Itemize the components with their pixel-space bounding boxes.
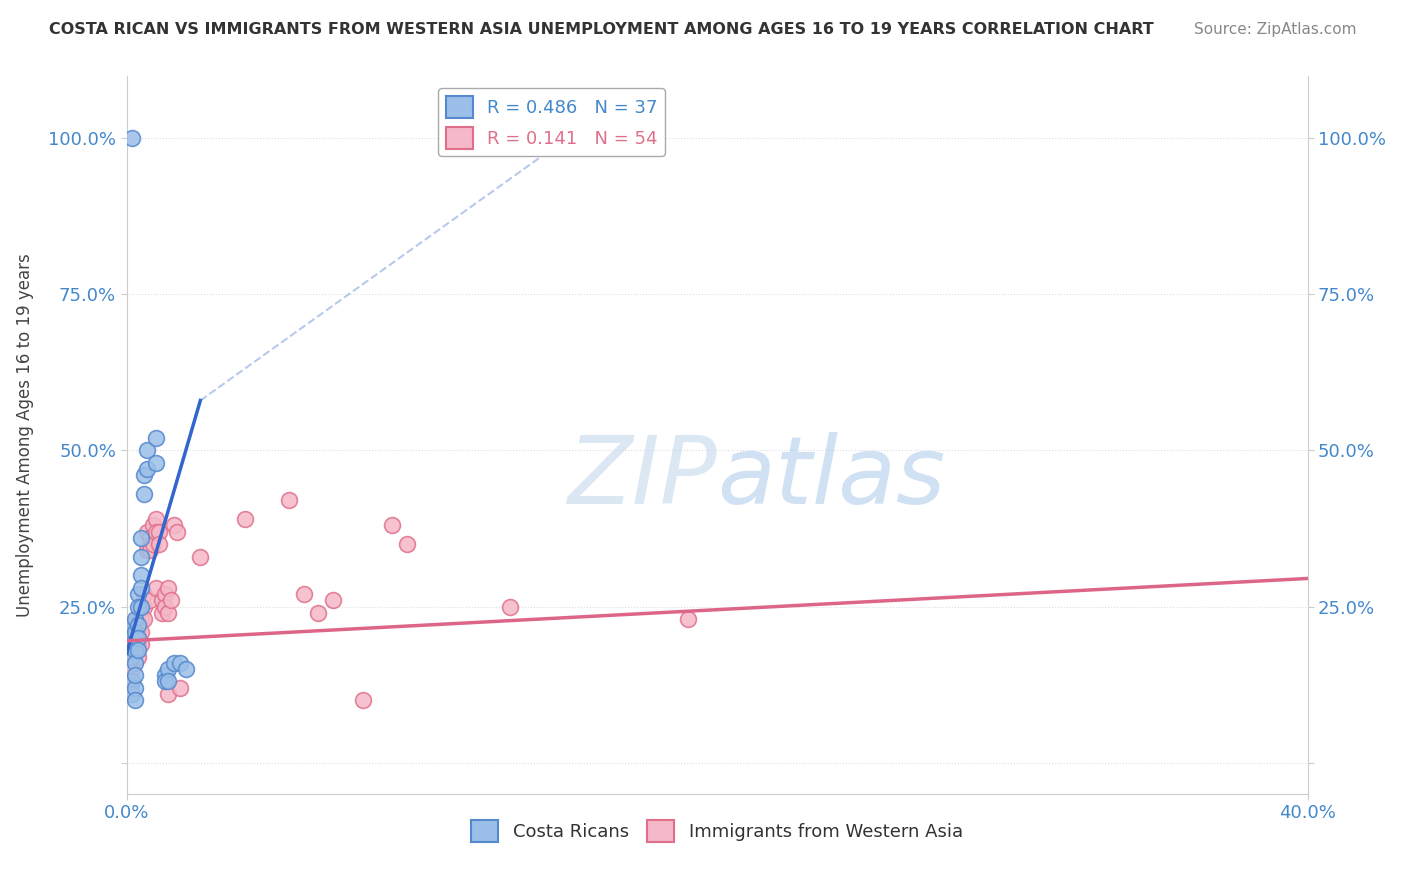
Point (148, 537, 170, 551)
Point (156, 581, 179, 595)
Point (129, 581, 153, 595)
Point (127, 637, 149, 651)
Point (121, 649, 143, 664)
Point (134, 587, 156, 601)
Point (134, 599, 156, 614)
Point (145, 581, 167, 595)
Text: ZIP: ZIP (568, 433, 717, 524)
Point (381, 518, 404, 533)
Point (129, 549, 153, 564)
Point (121, 618, 143, 632)
Point (121, 674, 143, 689)
Point (121, 674, 143, 689)
Point (124, 618, 146, 632)
Point (174, 662, 197, 676)
Point (153, 587, 176, 601)
Text: atlas: atlas (717, 433, 945, 524)
Point (127, 643, 149, 657)
Point (124, 624, 146, 639)
Point (499, 599, 522, 614)
Point (145, 512, 167, 526)
Point (145, 456, 167, 470)
Point (121, 131, 143, 145)
Point (169, 681, 191, 695)
Point (127, 631, 149, 645)
Point (160, 593, 183, 607)
Point (129, 599, 153, 614)
Point (127, 587, 149, 601)
Point (322, 593, 344, 607)
Point (142, 518, 165, 533)
Point (136, 462, 159, 476)
Y-axis label: Unemployment Among Ages 16 to 19 years: Unemployment Among Ages 16 to 19 years (17, 253, 34, 616)
Point (145, 431, 167, 445)
Point (150, 606, 173, 620)
Point (134, 468, 156, 483)
Point (121, 631, 143, 645)
Point (129, 599, 153, 614)
Point (308, 606, 330, 620)
Point (121, 618, 143, 632)
Point (145, 524, 167, 539)
Point (136, 543, 159, 558)
Point (129, 624, 153, 639)
Point (139, 543, 162, 558)
Point (134, 487, 156, 501)
Point (124, 631, 146, 645)
Point (121, 687, 143, 701)
Point (124, 643, 146, 657)
Point (153, 668, 176, 682)
Point (156, 674, 179, 689)
Point (676, 612, 699, 626)
Point (129, 612, 153, 626)
Point (124, 668, 146, 682)
Point (139, 593, 162, 607)
Text: Source: ZipAtlas.com: Source: ZipAtlas.com (1194, 22, 1357, 37)
Point (127, 618, 149, 632)
Point (124, 656, 146, 670)
Point (142, 537, 165, 551)
Point (169, 656, 191, 670)
Point (121, 631, 143, 645)
Point (124, 643, 146, 657)
Point (150, 593, 173, 607)
Point (121, 637, 143, 651)
Point (156, 687, 179, 701)
Point (153, 674, 176, 689)
Point (233, 512, 256, 526)
Point (148, 524, 170, 539)
Point (153, 599, 176, 614)
Point (352, 693, 374, 707)
Point (129, 637, 153, 651)
Point (139, 531, 162, 545)
Point (121, 637, 143, 651)
Point (129, 531, 153, 545)
Point (124, 681, 146, 695)
Point (129, 568, 153, 582)
Point (121, 649, 143, 664)
Point (136, 443, 159, 458)
Point (134, 612, 156, 626)
Point (127, 612, 149, 626)
Point (156, 662, 179, 676)
Point (127, 624, 149, 639)
Point (127, 649, 149, 664)
Point (127, 599, 149, 614)
Point (163, 656, 186, 670)
Text: COSTA RICAN VS IMMIGRANTS FROM WESTERN ASIA UNEMPLOYMENT AMONG AGES 16 TO 19 YEA: COSTA RICAN VS IMMIGRANTS FROM WESTERN A… (49, 22, 1154, 37)
Point (124, 693, 146, 707)
Point (136, 524, 159, 539)
Point (292, 587, 315, 601)
Point (124, 612, 146, 626)
Legend: Costa Ricans, Immigrants from Western Asia: Costa Ricans, Immigrants from Western As… (464, 813, 970, 849)
Point (166, 524, 188, 539)
Point (188, 549, 212, 564)
Point (396, 537, 419, 551)
Point (163, 518, 186, 533)
Point (156, 606, 179, 620)
Point (121, 662, 143, 676)
Point (278, 493, 301, 508)
